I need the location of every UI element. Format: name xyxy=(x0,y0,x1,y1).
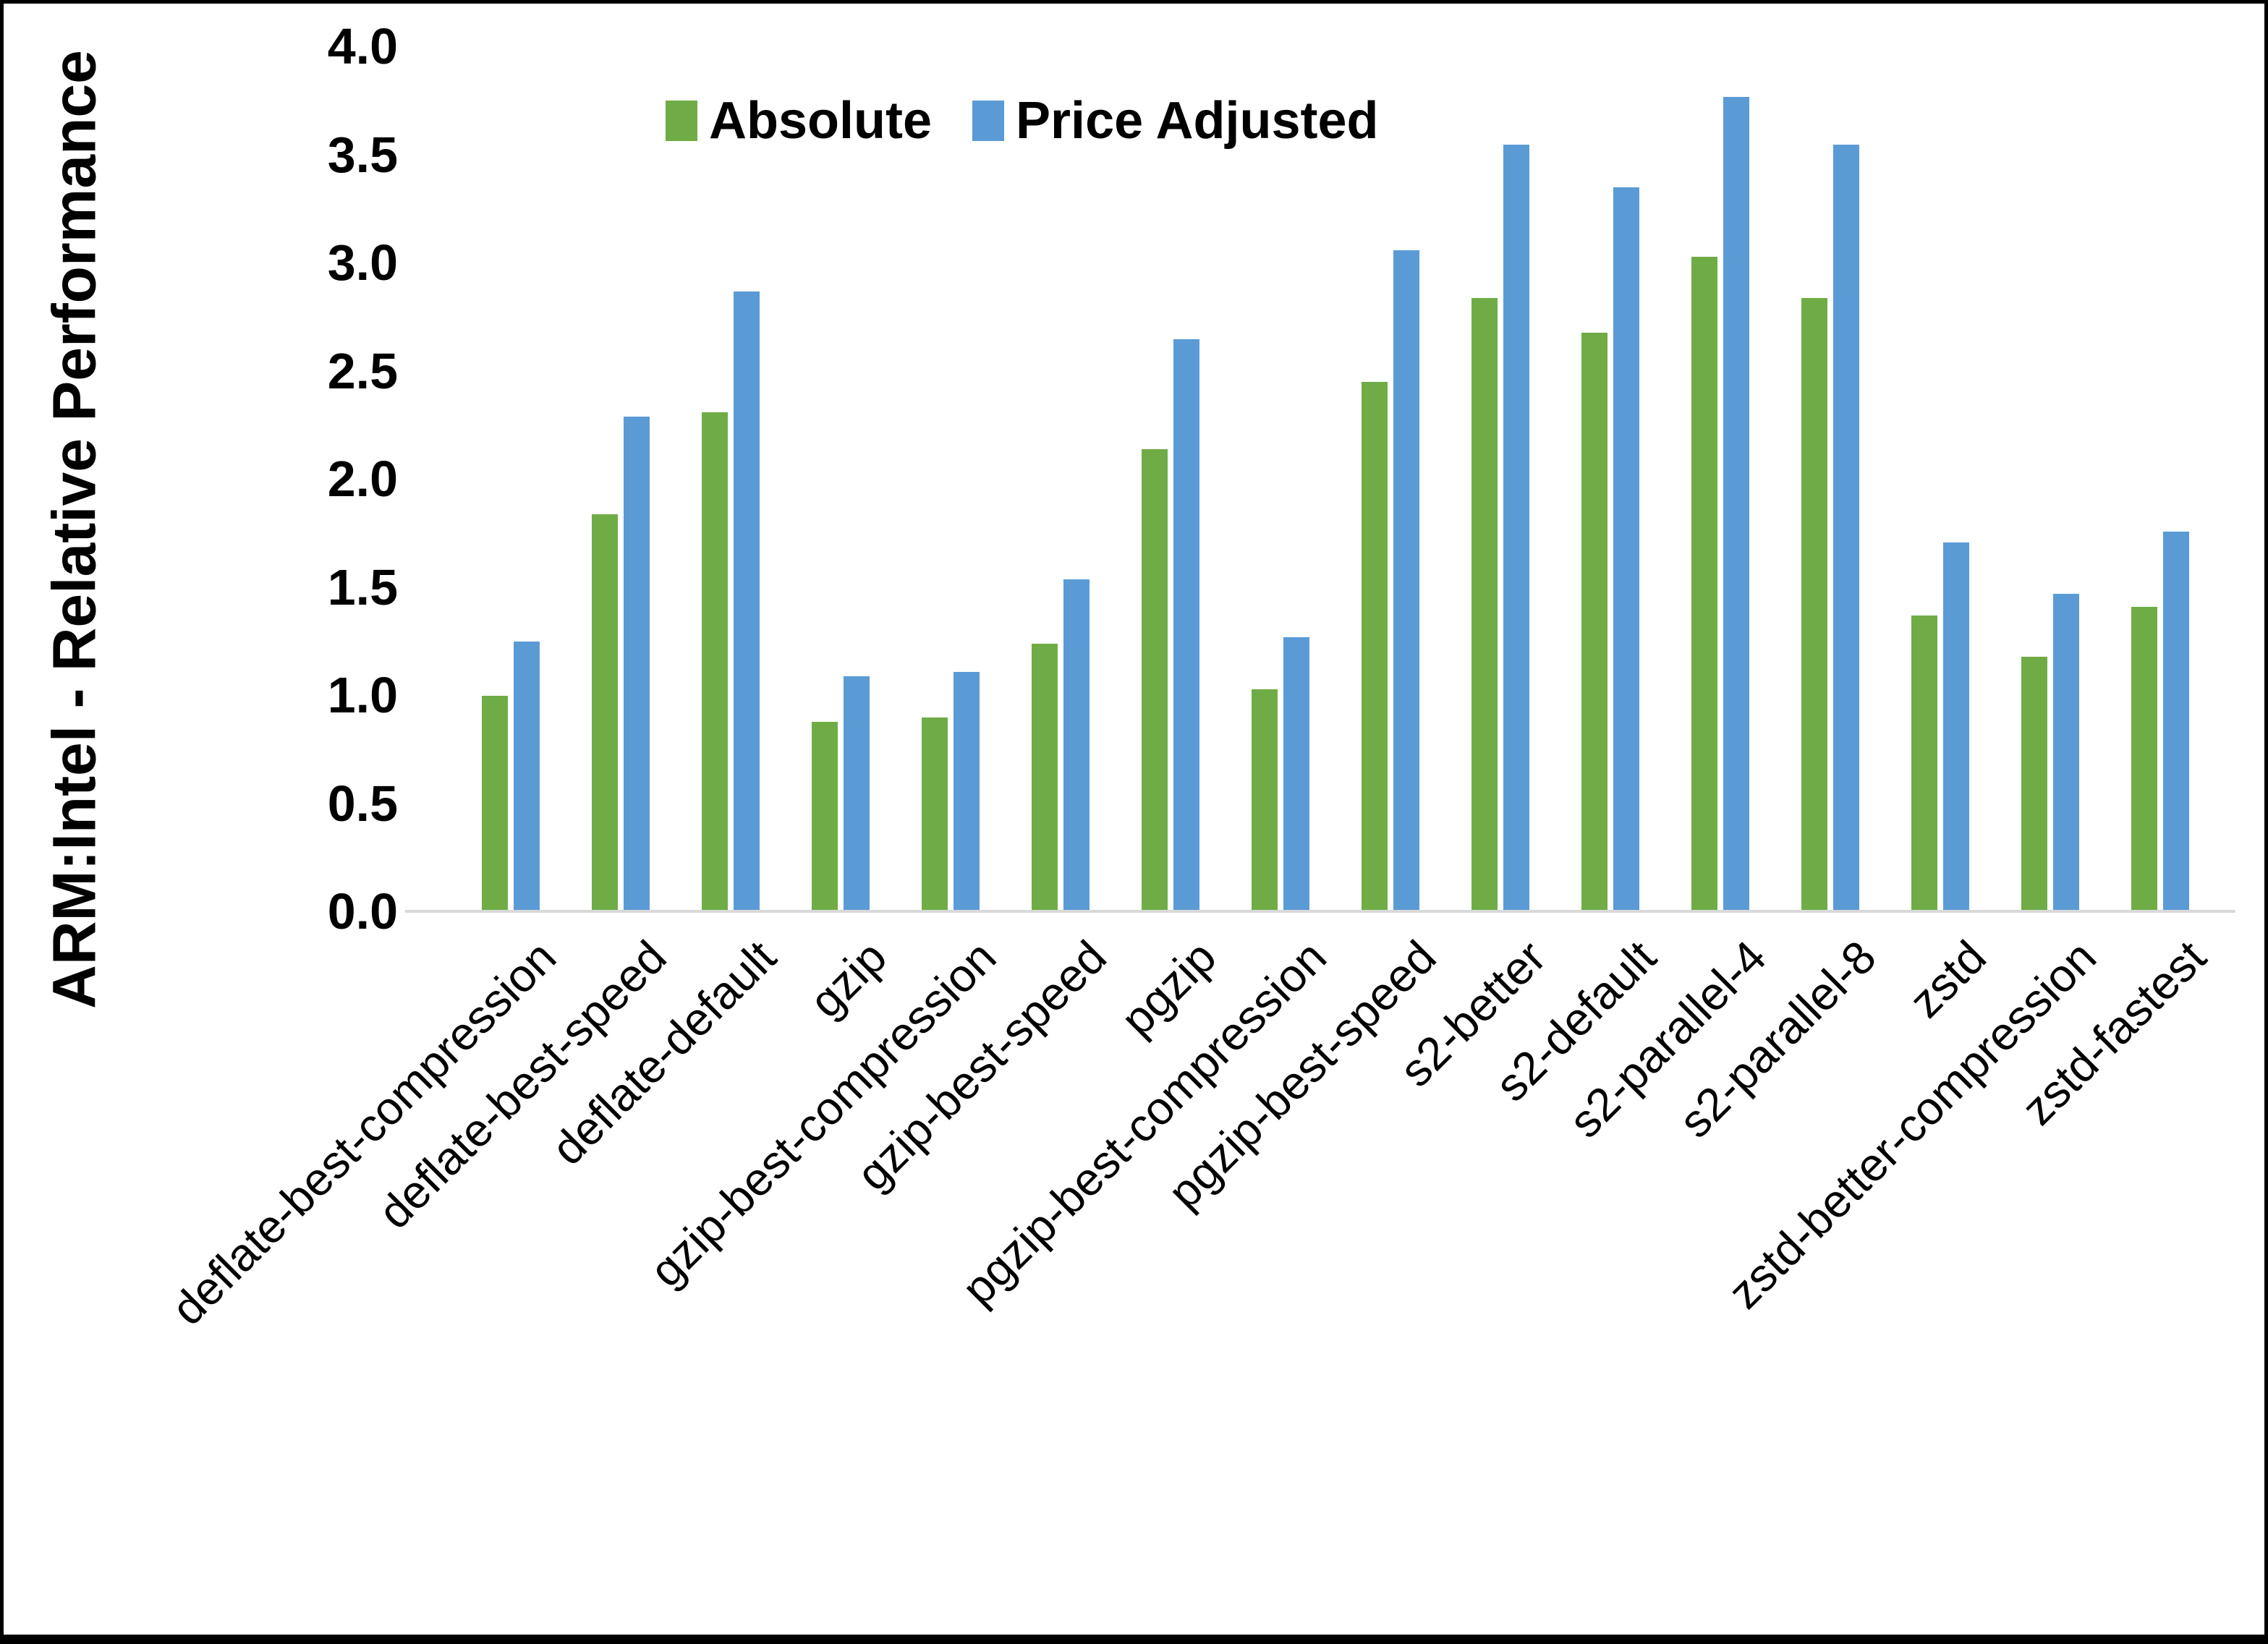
y-tick-label-3.5: 3.5 xyxy=(327,126,398,183)
legend-swatch-absolute xyxy=(666,101,697,141)
y-tick-label-1.5: 1.5 xyxy=(327,558,398,616)
y-tick-label-0.0: 0.0 xyxy=(327,883,398,940)
legend-label: Price Adjusted xyxy=(1016,92,1379,150)
bar-absolute-deflate-best-speed xyxy=(592,514,618,910)
x-category-label-gzip: gzip xyxy=(799,930,896,1028)
y-tick-label-2.5: 2.5 xyxy=(327,342,398,399)
bar-price-adjusted-deflate-best-speed xyxy=(624,417,650,910)
bar-price-adjusted-zstd-fastest xyxy=(2163,532,2189,910)
y-tick-label-1.0: 1.0 xyxy=(327,667,398,723)
bar-absolute-zstd-fastest xyxy=(2131,607,2157,910)
legend-item-absolute: Absolute xyxy=(666,91,932,150)
bar-price-adjusted-pgzip-best-compression xyxy=(1283,637,1309,910)
bar-price-adjusted-zstd xyxy=(1943,542,1969,910)
y-axis-title: ARM:Intel - Relative Performance xyxy=(40,50,109,1009)
x-category-label-zstd: zstd xyxy=(1898,930,1996,1028)
bar-absolute-pgzip-best-speed xyxy=(1362,382,1388,910)
bar-absolute-pgzip-best-compression xyxy=(1252,689,1278,910)
y-tick-label-4.0: 4.0 xyxy=(327,18,398,74)
bar-absolute-gzip-best-speed xyxy=(1032,644,1058,910)
bar-price-adjusted-gzip-best-compression xyxy=(954,672,980,910)
bar-price-adjusted-s2-default xyxy=(1613,187,1639,910)
bar-absolute-gzip-best-compression xyxy=(922,717,948,910)
bar-price-adjusted-s2-parallel-8 xyxy=(1833,145,1859,910)
y-tick-label-0.5: 0.5 xyxy=(327,775,398,832)
legend-swatch-price-adjusted xyxy=(972,101,1005,141)
y-tick-label-2.0: 2.0 xyxy=(327,451,398,507)
bar-price-adjusted-gzip-best-speed xyxy=(1063,579,1090,910)
bar-price-adjusted-pgzip-best-speed xyxy=(1393,250,1419,910)
bar-absolute-zstd xyxy=(1911,616,1937,910)
bar-absolute-deflate-default xyxy=(702,412,728,910)
bar-absolute-zstd-better-compression xyxy=(2021,657,2047,910)
bar-absolute-s2-parallel-8 xyxy=(1801,298,1827,910)
legend-item-price-adjusted: Price Adjusted xyxy=(972,91,1378,150)
bar-price-adjusted-zstd-better-compression xyxy=(2053,594,2079,910)
x-axis-line xyxy=(405,910,2235,913)
bar-price-adjusted-pgzip xyxy=(1173,339,1199,910)
bar-absolute-s2-parallel-4 xyxy=(1691,257,1717,910)
bar-price-adjusted-s2-better xyxy=(1503,145,1529,910)
bar-price-adjusted-gzip xyxy=(844,676,870,910)
bar-price-adjusted-s2-parallel-4 xyxy=(1723,97,1749,910)
bar-absolute-s2-better xyxy=(1471,298,1498,910)
legend-label: Absolute xyxy=(709,92,933,150)
bar-absolute-gzip xyxy=(812,722,838,910)
legend: Absolute Price Adjusted xyxy=(666,91,1378,150)
bar-price-adjusted-deflate-best-compression xyxy=(514,642,540,910)
bar-absolute-pgzip xyxy=(1142,449,1168,910)
y-tick-label-3.0: 3.0 xyxy=(327,234,398,291)
bar-price-adjusted-deflate-default xyxy=(734,291,760,910)
bar-absolute-s2-default xyxy=(1581,333,1607,910)
bar-absolute-deflate-best-compression xyxy=(482,696,508,910)
